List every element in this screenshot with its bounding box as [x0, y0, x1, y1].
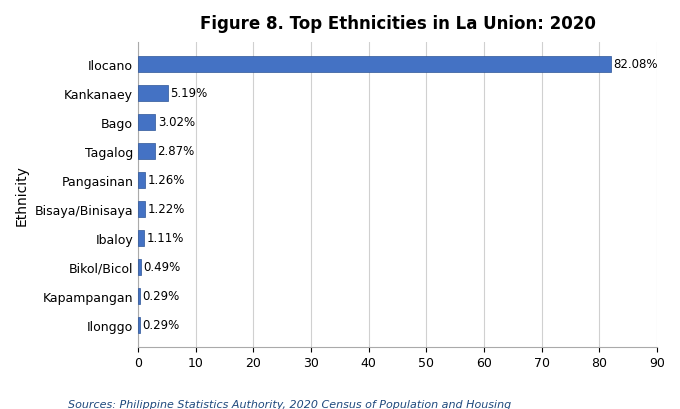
Text: 0.29%: 0.29%: [142, 290, 180, 303]
Text: 2.87%: 2.87%: [157, 145, 194, 158]
Bar: [138, 230, 144, 246]
Bar: [138, 144, 154, 160]
Bar: [138, 56, 611, 72]
Bar: [138, 201, 145, 217]
Text: 3.02%: 3.02%: [158, 116, 195, 129]
Text: 1.26%: 1.26%: [148, 174, 185, 187]
Text: 5.19%: 5.19%: [170, 87, 207, 100]
Bar: [138, 172, 146, 188]
Title: Figure 8. Top Ethnicities in La Union: 2020: Figure 8. Top Ethnicities in La Union: 2…: [200, 15, 596, 33]
Bar: [138, 317, 139, 333]
Y-axis label: Ethnicity: Ethnicity: [15, 164, 29, 225]
Bar: [138, 288, 139, 304]
Text: 1.11%: 1.11%: [147, 232, 184, 245]
Text: 82.08%: 82.08%: [613, 58, 658, 71]
Text: 0.29%: 0.29%: [142, 319, 180, 332]
Text: 0.49%: 0.49%: [143, 261, 180, 274]
Bar: [138, 85, 168, 101]
Bar: [138, 115, 156, 130]
Bar: [138, 259, 141, 275]
Text: Sources: Philippine Statistics Authority, 2020 Census of Population and Housing: Sources: Philippine Statistics Authority…: [68, 399, 511, 409]
Text: 1.22%: 1.22%: [148, 203, 185, 216]
